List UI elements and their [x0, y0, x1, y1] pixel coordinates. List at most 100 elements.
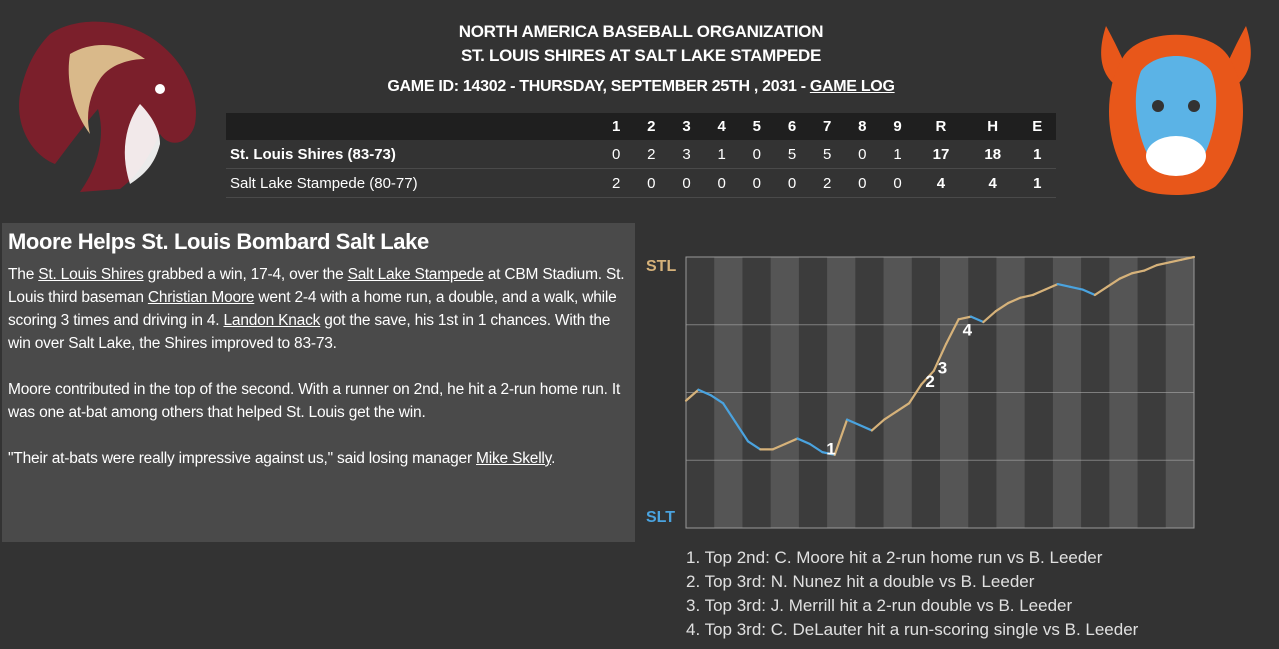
play-marker: 1	[826, 440, 835, 459]
play-marker: 2	[925, 372, 934, 391]
org-title: NORTH AMERICA BASEBALL ORGANIZATION	[458, 22, 824, 41]
inning-runs: 5	[774, 140, 810, 169]
bison-head-logo	[1101, 26, 1251, 195]
win-probability-segment	[1155, 261, 1171, 267]
win-probability-segment	[734, 421, 750, 443]
story-text: grabbed a win, 17-4, over the	[143, 266, 348, 283]
play-marker: 3	[938, 358, 947, 377]
win-probability-segment	[957, 315, 973, 321]
win-probability-segment	[1044, 282, 1059, 291]
inning-header: 3	[668, 113, 705, 140]
story-text: "Their at-bats were really impressive ag…	[8, 450, 477, 467]
win-probability-segment	[845, 418, 861, 427]
story-paragraph: "Their at-bats were really impressive ag…	[8, 447, 629, 470]
key-plays-list: 1. Top 2nd: C. Moore hit a 2-run home ru…	[686, 546, 1138, 642]
team-column-header	[226, 113, 599, 140]
win-probability-segment	[709, 394, 725, 405]
win-probability-segment	[1106, 277, 1121, 288]
win-probability-segment	[1143, 264, 1158, 272]
key-play-item: 3. Top 3rd: J. Merrill hit a 2-run doubl…	[686, 596, 1073, 615]
inning-runs: 2	[809, 168, 845, 198]
game-header: NORTH AMERICA BASEBALL ORGANIZATION ST. …	[226, 20, 1056, 98]
win-probability-segment	[1068, 285, 1084, 291]
inning-runs: 1	[704, 140, 740, 169]
team-name: Salt Lake Stampede (80-77)	[226, 168, 599, 198]
home-team-row: Salt Lake Stampede (80-77) 2 0 0 0 0 0 2…	[226, 168, 1056, 198]
story-text: The	[8, 266, 39, 283]
total-hits: 18	[966, 140, 1019, 169]
win-probability-segment	[1056, 282, 1072, 288]
inning-runs: 0	[668, 168, 705, 198]
inning-header: 1	[598, 113, 634, 140]
player-link-moore[interactable]: Christian Moore	[147, 289, 255, 306]
runs-header: R	[915, 113, 967, 140]
win-probability-segment	[722, 402, 737, 424]
win-probability-segment	[883, 410, 898, 421]
total-errors: 1	[1018, 168, 1056, 198]
win-probability-segment	[895, 402, 911, 413]
key-play-item: 1. Top 2nd: C. Moore hit a 2-run home ru…	[686, 548, 1103, 567]
linescore-table: 1 2 3 4 5 6 7 8 9 R H E St. Louis Shires…	[226, 113, 1056, 198]
win-probability-chart: 1234STLSLT123456789	[646, 255, 1196, 529]
inning-runs: 0	[774, 168, 810, 198]
total-runs: 4	[915, 168, 967, 198]
slt-axis-label: SLT	[646, 509, 675, 526]
win-probability-segment	[1118, 272, 1134, 280]
win-probability-segment	[969, 315, 985, 324]
team-name: St. Louis Shires (83-73)	[226, 140, 599, 169]
win-probability-segment	[1168, 258, 1183, 264]
chart-border	[685, 256, 1195, 529]
team-link-home[interactable]: Salt Lake Stampede	[347, 266, 484, 283]
win-probability-segment	[1180, 255, 1196, 261]
win-probability-segment	[1007, 296, 1022, 305]
story-text: .	[551, 450, 556, 467]
inning-runs: 0	[739, 168, 775, 198]
win-probability-segment	[771, 442, 787, 451]
inning-runs: 0	[739, 140, 775, 169]
game-log-link[interactable]: GAME LOG	[809, 78, 895, 95]
linescore-header-row: 1 2 3 4 5 6 7 8 9 R H E	[226, 113, 1056, 140]
manager-link-skelly[interactable]: Mike Skelly	[476, 450, 552, 467]
inning-header: 5	[739, 113, 775, 140]
win-probability-segment	[808, 442, 824, 454]
story-paragraph: The St. Louis Shires grabbed a win, 17-4…	[8, 263, 629, 355]
inning-runs: 0	[844, 140, 880, 169]
horse-head-logo	[19, 21, 196, 192]
win-probability-segment	[1081, 288, 1096, 297]
win-probability-segment	[945, 318, 960, 345]
away-team-row: St. Louis Shires (83-73) 0 2 3 1 0 5 5 0…	[226, 140, 1056, 169]
win-probability-segment	[833, 418, 849, 456]
team-link-away[interactable]: St. Louis Shires	[38, 266, 144, 283]
errors-header: E	[1018, 113, 1056, 140]
inning-header: 4	[704, 113, 740, 140]
win-probability-segment	[858, 423, 873, 432]
total-runs: 17	[915, 140, 967, 169]
inning-runs: 1	[879, 140, 916, 169]
game-info-text: GAME ID: 14302 - THURSDAY, SEPTEMBER 25T…	[387, 78, 810, 95]
story-text: at CBM Stadium. St. Louis third baseman	[8, 266, 625, 306]
stl-axis-label: STL	[646, 258, 676, 275]
win-probability-segment	[746, 440, 762, 451]
win-probability-segment	[1093, 285, 1109, 297]
win-probability-segment	[784, 437, 799, 446]
inning-runs: 0	[844, 168, 880, 198]
win-probability-segment	[932, 342, 948, 372]
win-probability-segment	[907, 383, 923, 405]
win-probability-segment	[1130, 269, 1146, 275]
win-probability-segment	[821, 451, 836, 456]
total-hits: 4	[966, 168, 1019, 198]
key-play-item: 2. Top 3rd: N. Nunez hit a double vs B. …	[686, 572, 1035, 591]
win-probability-segment	[1031, 288, 1047, 297]
story-paragraph: Moore contributed in the top of the seco…	[8, 381, 621, 421]
game-story: Moore Helps St. Louis Bombard Salt Lake …	[2, 223, 635, 542]
inning-header: 8	[844, 113, 880, 140]
play-marker: 4	[963, 320, 973, 339]
win-probability-segment	[684, 388, 700, 402]
total-errors: 1	[1018, 140, 1056, 169]
inning-header: 7	[809, 113, 845, 140]
story-headline: Moore Helps St. Louis Bombard Salt Lake	[8, 229, 429, 254]
player-link-knack[interactable]: Landon Knack	[223, 312, 321, 329]
inning-runs: 0	[704, 168, 740, 198]
inning-header: 9	[879, 113, 916, 140]
inning-header: 6	[774, 113, 810, 140]
